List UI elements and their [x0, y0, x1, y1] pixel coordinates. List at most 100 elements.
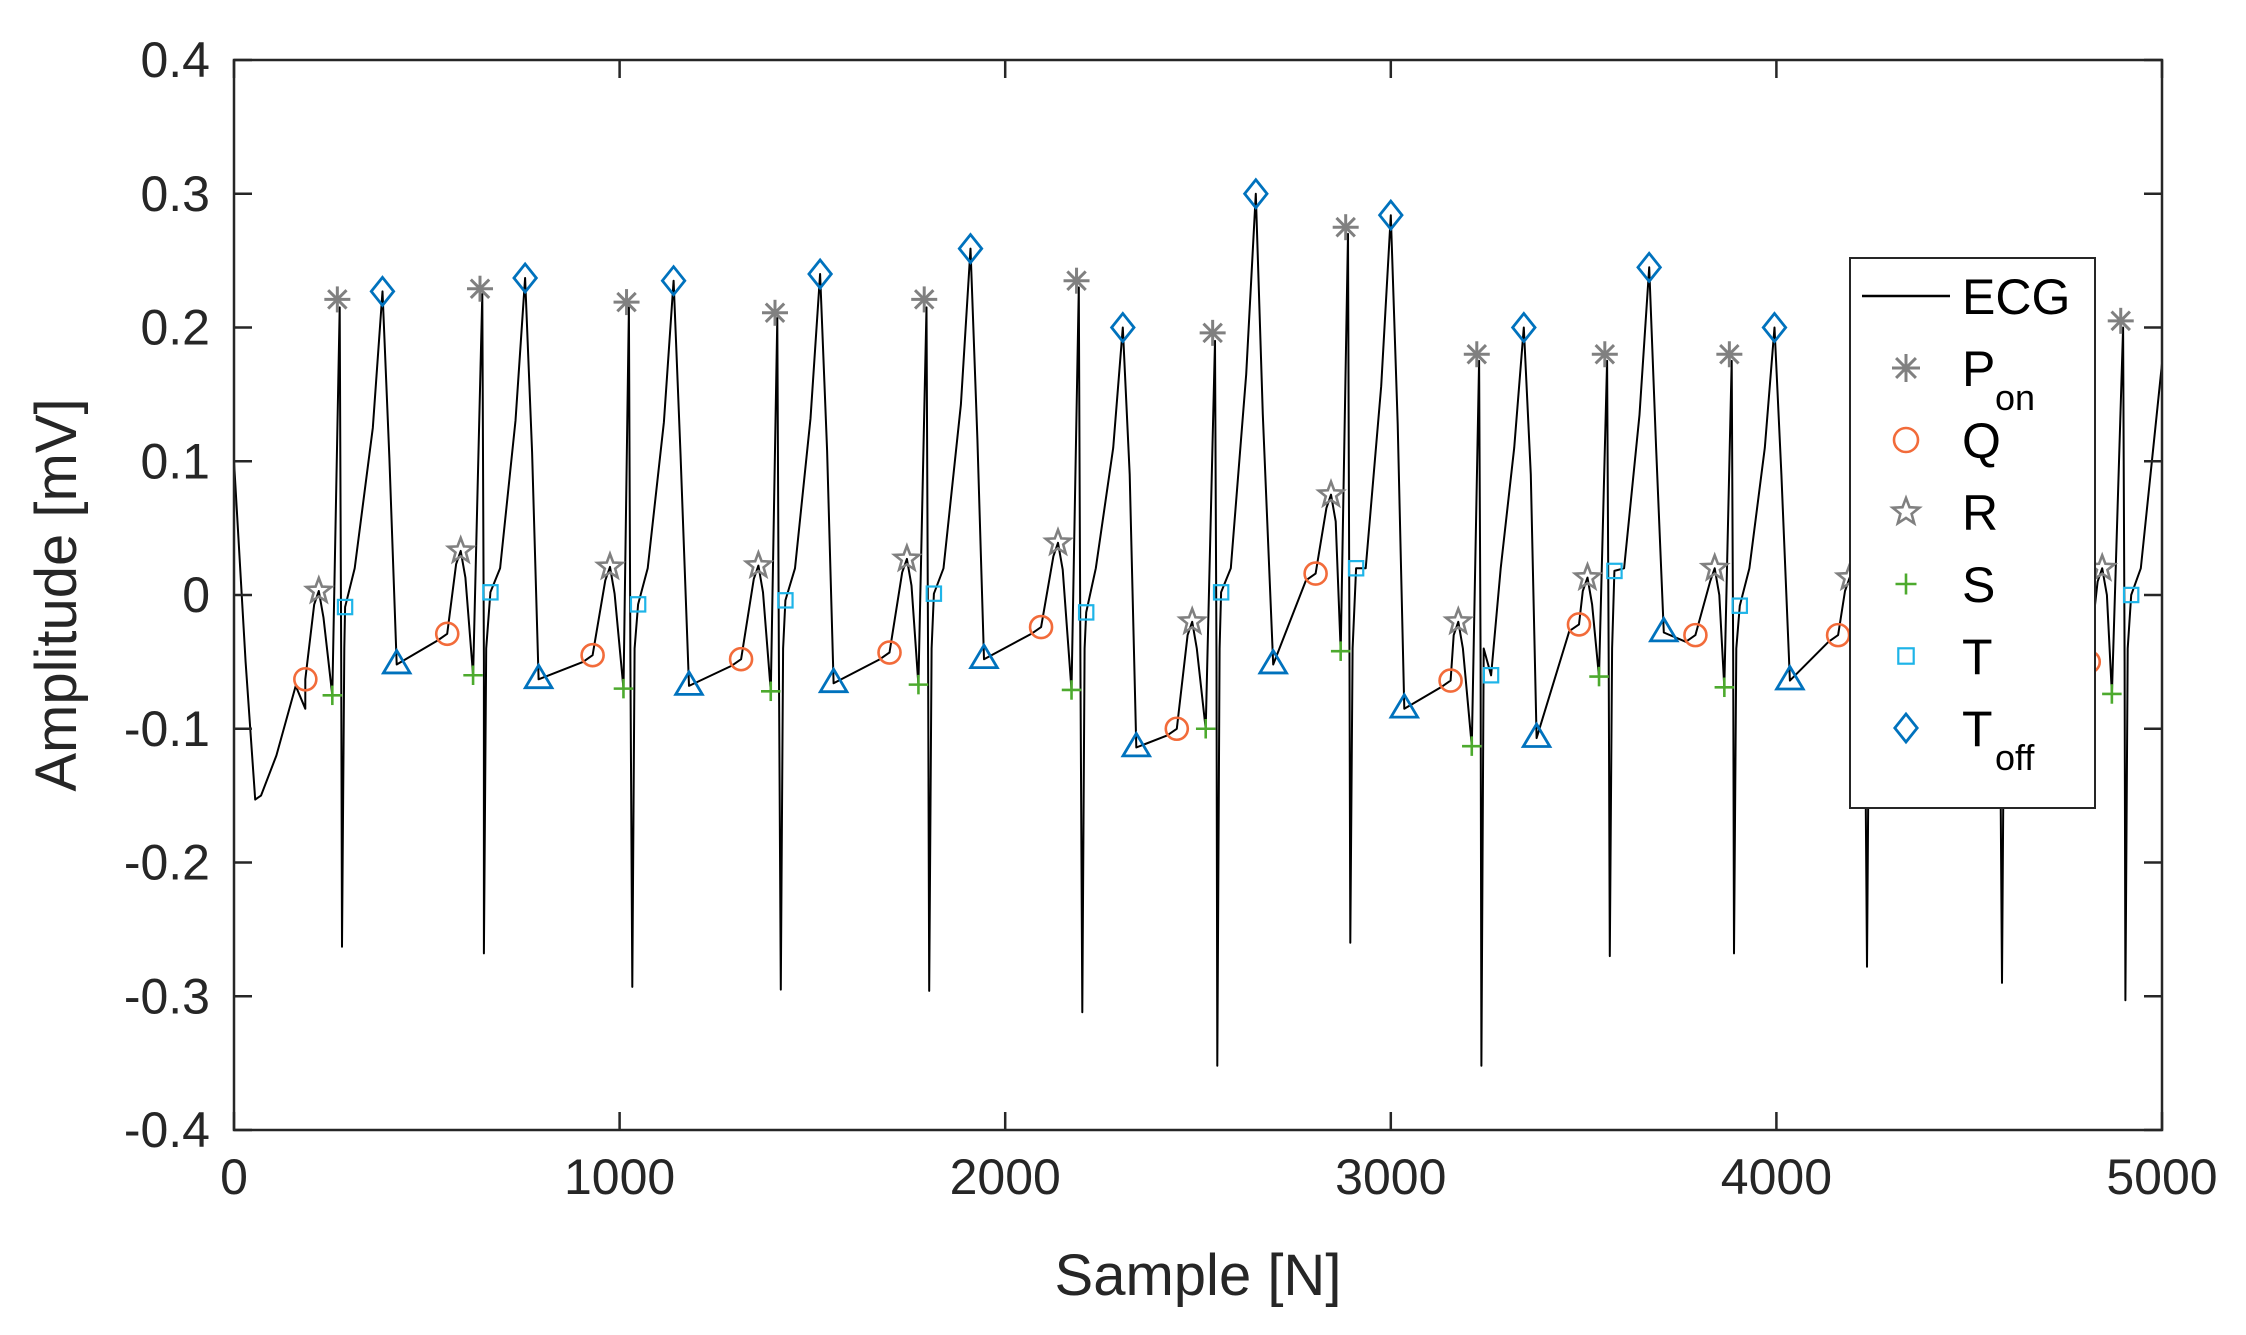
x-tick-label: 0	[220, 1149, 248, 1205]
t-point	[1731, 597, 1749, 614]
t-point	[1482, 666, 1500, 684]
t-off-point	[1377, 198, 1404, 232]
t-point	[1347, 559, 1365, 577]
y-tick-label: 0.1	[140, 433, 210, 489]
y-tick-label: 0.4	[140, 32, 210, 88]
t-point	[482, 584, 499, 601]
legend-marker-toff-shape	[1893, 711, 1919, 745]
y-tick-label: -0.4	[124, 1102, 210, 1158]
t-end-triangle	[1520, 721, 1553, 748]
t-point	[629, 596, 647, 613]
legend-entry-ecg: ECG	[1862, 269, 2070, 325]
p-on-point	[1332, 214, 1359, 241]
r-point-shape	[1315, 477, 1347, 509]
r-point-shape	[1176, 605, 1209, 636]
s-point	[1589, 666, 1609, 687]
t-off-point-shape	[1636, 251, 1663, 284]
t-point-shape	[1077, 604, 1095, 621]
t-end-triangle-shape	[673, 669, 705, 696]
p-on-point-stroke	[913, 289, 935, 310]
p-on-point-stroke	[616, 291, 637, 313]
x-tick-label: 5000	[2106, 1149, 2217, 1205]
t-end-triangle-shape	[380, 647, 413, 675]
legend-entry-t: T	[1897, 629, 1993, 685]
r-point-shape	[1698, 551, 1731, 582]
t-point-shape	[777, 592, 794, 609]
q-point-shape	[1028, 614, 1054, 640]
y-tick-label: 0.3	[140, 166, 210, 222]
legend-marker-q-shape	[1892, 426, 1920, 454]
t-off-point-shape	[957, 232, 984, 265]
y-tick-label: 0.2	[140, 300, 210, 356]
legend-sub-pon: on	[1995, 377, 2035, 418]
t-off-point	[807, 257, 834, 291]
q-point-shape	[1438, 668, 1463, 693]
p-on-point-stroke	[469, 278, 491, 299]
t-off-point-shape	[512, 261, 539, 295]
t-point	[1212, 584, 1230, 601]
r-point-shape	[1042, 526, 1074, 557]
t-point	[1077, 604, 1095, 621]
r-point-shape	[1442, 605, 1475, 636]
legend-marker-q	[1892, 426, 1920, 454]
q-point-shape	[877, 640, 902, 665]
legend-label-t: T	[1962, 629, 1993, 685]
legend-label-s: S	[1962, 557, 1995, 613]
r-point	[1315, 477, 1347, 509]
t-end-triangle	[522, 662, 555, 690]
t-off-point	[660, 264, 687, 297]
t-off-point-shape	[1377, 198, 1404, 232]
x-tick-label: 1000	[564, 1149, 675, 1205]
x-axis-label: Sample [N]	[1055, 1243, 1342, 1308]
t-point-shape	[1347, 559, 1365, 577]
q-point	[1438, 668, 1463, 693]
t-off-point-shape	[807, 257, 834, 291]
r-point	[444, 534, 477, 565]
t-point	[777, 592, 794, 609]
r-point-shape	[742, 548, 775, 580]
s-point	[1714, 677, 1735, 698]
legend-label-pon: P	[1962, 341, 1995, 397]
q-point-shape	[580, 642, 605, 668]
legend-entry-s: S	[1895, 557, 1995, 613]
r-point	[594, 550, 626, 581]
p-on-point-stroke	[764, 302, 786, 324]
p-on-point	[467, 275, 494, 302]
p-on-point-stroke	[1719, 343, 1740, 365]
r-point-shape	[1571, 560, 1604, 592]
t-end-triangle	[1257, 647, 1289, 675]
r-point	[1042, 526, 1074, 557]
t-off-point-shape	[1510, 311, 1537, 344]
x-axis: 0 1000 2000 3000 4000 5000	[220, 60, 2218, 1205]
t-off-point	[369, 275, 396, 308]
q-point	[1566, 612, 1592, 637]
q-point-shape	[1683, 622, 1708, 648]
p-on-point	[1199, 319, 1226, 346]
s-point	[1330, 641, 1351, 661]
t-off-point	[1109, 311, 1136, 344]
p-on-point	[1063, 267, 1090, 294]
t-off-point	[512, 261, 539, 295]
p-on-point-stroke	[1466, 343, 1488, 365]
p-on-point-stroke	[1335, 216, 1356, 238]
q-point	[877, 640, 902, 665]
p-on-point	[761, 299, 788, 326]
y-tick-label: 0	[182, 567, 210, 623]
t-off-point	[1510, 311, 1537, 344]
s-point	[1061, 680, 1082, 700]
legend-label-r: R	[1962, 485, 1998, 541]
t-end-triangle	[673, 669, 705, 696]
t-end-triangle-shape	[817, 666, 850, 694]
t-off-point-shape	[660, 264, 687, 297]
p-on-point-stroke	[2110, 310, 2131, 332]
p-on-point	[324, 286, 351, 313]
p-on-point-stroke	[1202, 322, 1223, 344]
t-end-triangle	[1648, 615, 1680, 643]
t-end-triangle	[817, 666, 850, 694]
t-off-point-shape	[1109, 311, 1136, 344]
t-end-triangle-shape	[1388, 691, 1421, 719]
q-point	[1303, 561, 1328, 586]
t-point-shape	[482, 584, 499, 601]
legend-marker-t-shape	[1897, 647, 1915, 665]
